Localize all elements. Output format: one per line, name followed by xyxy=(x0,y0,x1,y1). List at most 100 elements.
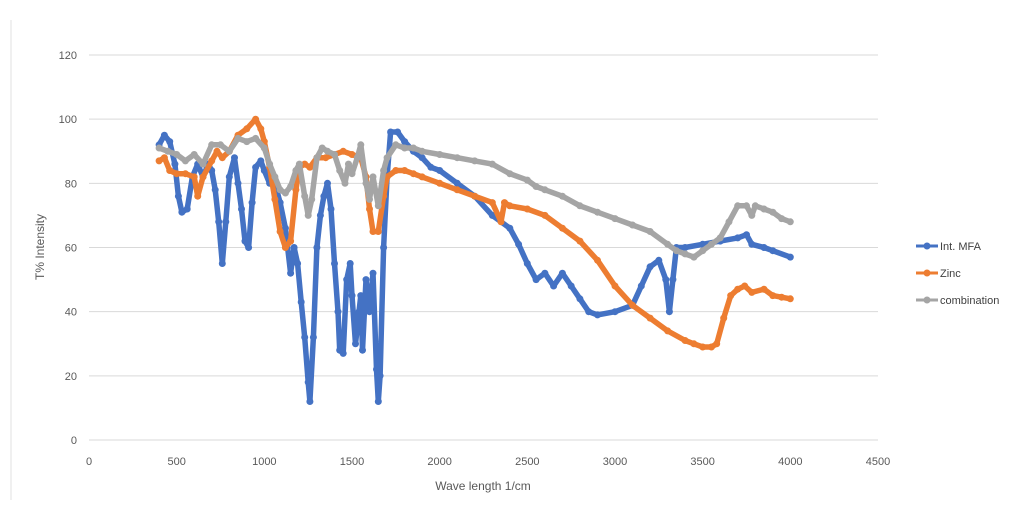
data-point xyxy=(743,231,750,239)
data-point xyxy=(252,134,260,142)
data-point xyxy=(699,343,707,351)
data-point xyxy=(401,167,409,174)
data-point xyxy=(748,211,756,219)
data-point xyxy=(523,260,531,267)
data-point xyxy=(558,192,566,200)
data-point xyxy=(366,205,373,213)
y-axis-title: T% Intensity xyxy=(33,214,47,280)
data-point xyxy=(225,147,233,155)
data-point xyxy=(392,167,400,174)
data-point xyxy=(287,183,295,190)
data-point xyxy=(376,372,384,380)
data-point xyxy=(646,314,654,322)
axis-layer: 0 20 40 60 80 100 120 0 500 1000 1500 2000 2500 3000 3… xyxy=(59,50,891,468)
data-point xyxy=(532,183,540,190)
data-point xyxy=(260,144,268,152)
data-point xyxy=(352,340,359,348)
data-point xyxy=(301,160,309,168)
data-point xyxy=(217,141,224,149)
data-point xyxy=(304,378,312,386)
x-tick-label: 2000 xyxy=(427,456,451,468)
data-point xyxy=(558,269,566,277)
data-point xyxy=(594,311,601,319)
data-point xyxy=(225,173,233,181)
data-point xyxy=(362,276,370,284)
data-point xyxy=(331,151,338,158)
data-point xyxy=(166,138,174,146)
data-point xyxy=(418,147,426,155)
data-point xyxy=(727,292,735,300)
data-point xyxy=(374,228,382,235)
data-point xyxy=(260,167,268,174)
data-point xyxy=(453,154,461,162)
x-tick-label: 4000 xyxy=(778,456,802,468)
data-point xyxy=(380,167,388,174)
data-point xyxy=(292,186,300,194)
data-point xyxy=(362,179,370,187)
data-point xyxy=(281,189,289,197)
data-point xyxy=(248,199,256,207)
data-point xyxy=(313,244,321,251)
data-point xyxy=(567,282,575,290)
data-point xyxy=(662,276,670,284)
data-point xyxy=(380,244,388,251)
data-point xyxy=(401,144,409,152)
data-point xyxy=(199,160,207,168)
data-point xyxy=(690,253,698,261)
data-point xyxy=(341,179,349,187)
data-point xyxy=(453,179,461,187)
data-point xyxy=(769,247,777,255)
data-point xyxy=(646,263,654,271)
series-combination xyxy=(155,134,794,261)
data-point xyxy=(183,205,191,213)
data-point xyxy=(252,115,260,123)
data-point xyxy=(786,295,794,303)
legend-dot-marker xyxy=(923,269,931,277)
data-point xyxy=(301,333,309,341)
data-point xyxy=(418,173,426,181)
data-point xyxy=(541,269,549,277)
data-point xyxy=(515,240,523,248)
data-point xyxy=(171,160,179,168)
data-point xyxy=(281,244,289,251)
data-point xyxy=(611,282,619,290)
data-point xyxy=(646,228,654,235)
y-tick-label: 0 xyxy=(71,435,77,447)
legend-dot-marker xyxy=(923,296,931,304)
data-point xyxy=(190,173,198,181)
data-point xyxy=(558,224,566,232)
data-point xyxy=(374,398,382,405)
data-point xyxy=(271,173,279,181)
data-point xyxy=(501,199,508,207)
data-point xyxy=(178,208,186,216)
data-point xyxy=(453,186,461,194)
data-point xyxy=(720,314,728,322)
data-point xyxy=(306,398,314,405)
data-point xyxy=(238,205,245,213)
series-line xyxy=(156,116,794,350)
data-point xyxy=(320,192,328,200)
data-point xyxy=(241,237,249,245)
data-point xyxy=(506,170,514,178)
data-point xyxy=(292,167,300,174)
data-point xyxy=(769,292,777,300)
data-point xyxy=(778,215,786,223)
data-point xyxy=(313,154,321,162)
data-point xyxy=(234,134,242,142)
data-point xyxy=(585,308,593,316)
data-point xyxy=(334,308,342,316)
data-point xyxy=(276,186,284,194)
data-point xyxy=(672,247,680,255)
data-point xyxy=(318,144,326,152)
data-point xyxy=(357,141,365,149)
data-point xyxy=(164,147,172,155)
data-point xyxy=(383,154,391,162)
data-point xyxy=(506,202,514,210)
legend-label: combination xyxy=(940,295,999,307)
data-point xyxy=(181,170,189,178)
data-point xyxy=(699,247,707,255)
data-point xyxy=(707,343,715,351)
data-point xyxy=(222,218,230,226)
data-point xyxy=(488,199,496,207)
